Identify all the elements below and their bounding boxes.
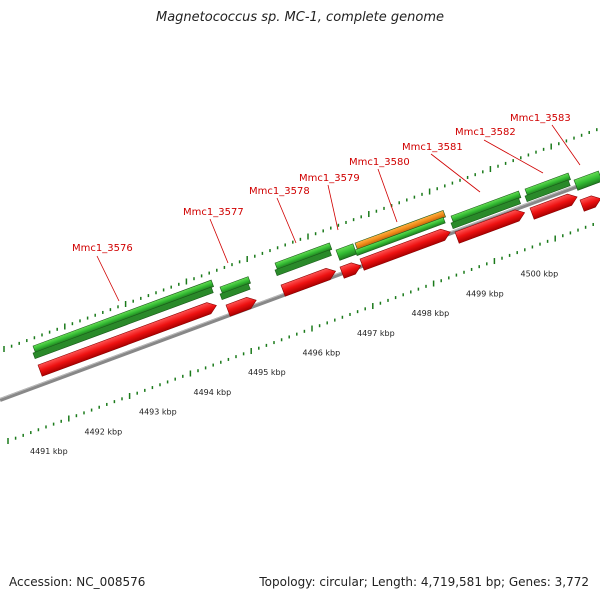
forward-gene-feature: [274, 249, 332, 277]
reverse-gene-feature: [454, 209, 526, 244]
forward-gene-feature: [450, 197, 521, 230]
gene-label-leader: [327, 184, 339, 231]
scale-tick-label: 4498 kbp: [412, 309, 450, 318]
gene-label-leader: [551, 124, 581, 166]
scale-tick-label: 4492 kbp: [85, 427, 123, 436]
map-title: Magnetococcus sp. MC-1, complete genome: [155, 10, 445, 25]
gene-label-leader: [483, 139, 544, 174]
gene-label-leader: [96, 255, 120, 302]
gene-label-leader: [377, 168, 398, 223]
scale-tick-label: 4499 kbp: [466, 289, 504, 298]
gene-label: Mmc1_3579: [299, 173, 360, 184]
reverse-gene-feature: [579, 195, 600, 212]
gene-labels: Mmc1_3576 Mmc1_3577 Mmc1_3578 Mmc1_3579 Mmc1…: [72, 113, 581, 302]
forward-gene-feature: [219, 283, 251, 301]
scale-tick-label: 4491 kbp: [30, 447, 68, 456]
scale-ticks: 4491 kbp 4492 kbp 4493 kbp 4494 kbp 4495 kbp…: [3, 128, 598, 456]
scale-tick-label: 4493 kbp: [139, 408, 177, 417]
accession-text: Accession: NC_008576: [9, 575, 146, 589]
reverse-gene-feature: [225, 297, 257, 317]
gene-label: Mmc1_3581: [402, 142, 463, 153]
reverse-gene-feature: [37, 302, 217, 377]
scale-tick-label: 4500 kbp: [521, 270, 559, 279]
gene-label: Mmc1_3580: [349, 157, 410, 168]
gene-label-leader: [430, 153, 481, 193]
gene-label: Mmc1_3577: [183, 207, 244, 218]
reverse-gene-feature: [359, 228, 451, 271]
gene-label-leader: [209, 218, 229, 264]
gene-label: Mmc1_3583: [510, 113, 571, 124]
scale-tick-label: 4496 kbp: [303, 349, 341, 358]
scale-tick-label: 4497 kbp: [357, 329, 395, 338]
reverse-gene-feature: [529, 193, 578, 220]
gene-label: Mmc1_3582: [455, 127, 516, 138]
forward-gene-feature: [573, 170, 600, 191]
gene-features: [32, 170, 600, 377]
reverse-gene-feature: [280, 268, 337, 297]
reverse-gene-feature: [339, 262, 362, 279]
genome-stats-text: Topology: circular; Length: 4,719,581 bp…: [259, 575, 589, 589]
gene-label: Mmc1_3578: [249, 186, 310, 197]
forward-gene-feature: [335, 243, 358, 261]
forward-gene-feature: [32, 286, 214, 360]
gene-label: Mmc1_3576: [72, 243, 133, 254]
scale-tick-label: 4495 kbp: [248, 368, 286, 377]
scale-tick-label: 4494 kbp: [194, 388, 232, 397]
forward-gene-feature: [354, 216, 446, 257]
forward-gene-feature: [524, 179, 571, 203]
gene-label-leader: [276, 197, 297, 244]
